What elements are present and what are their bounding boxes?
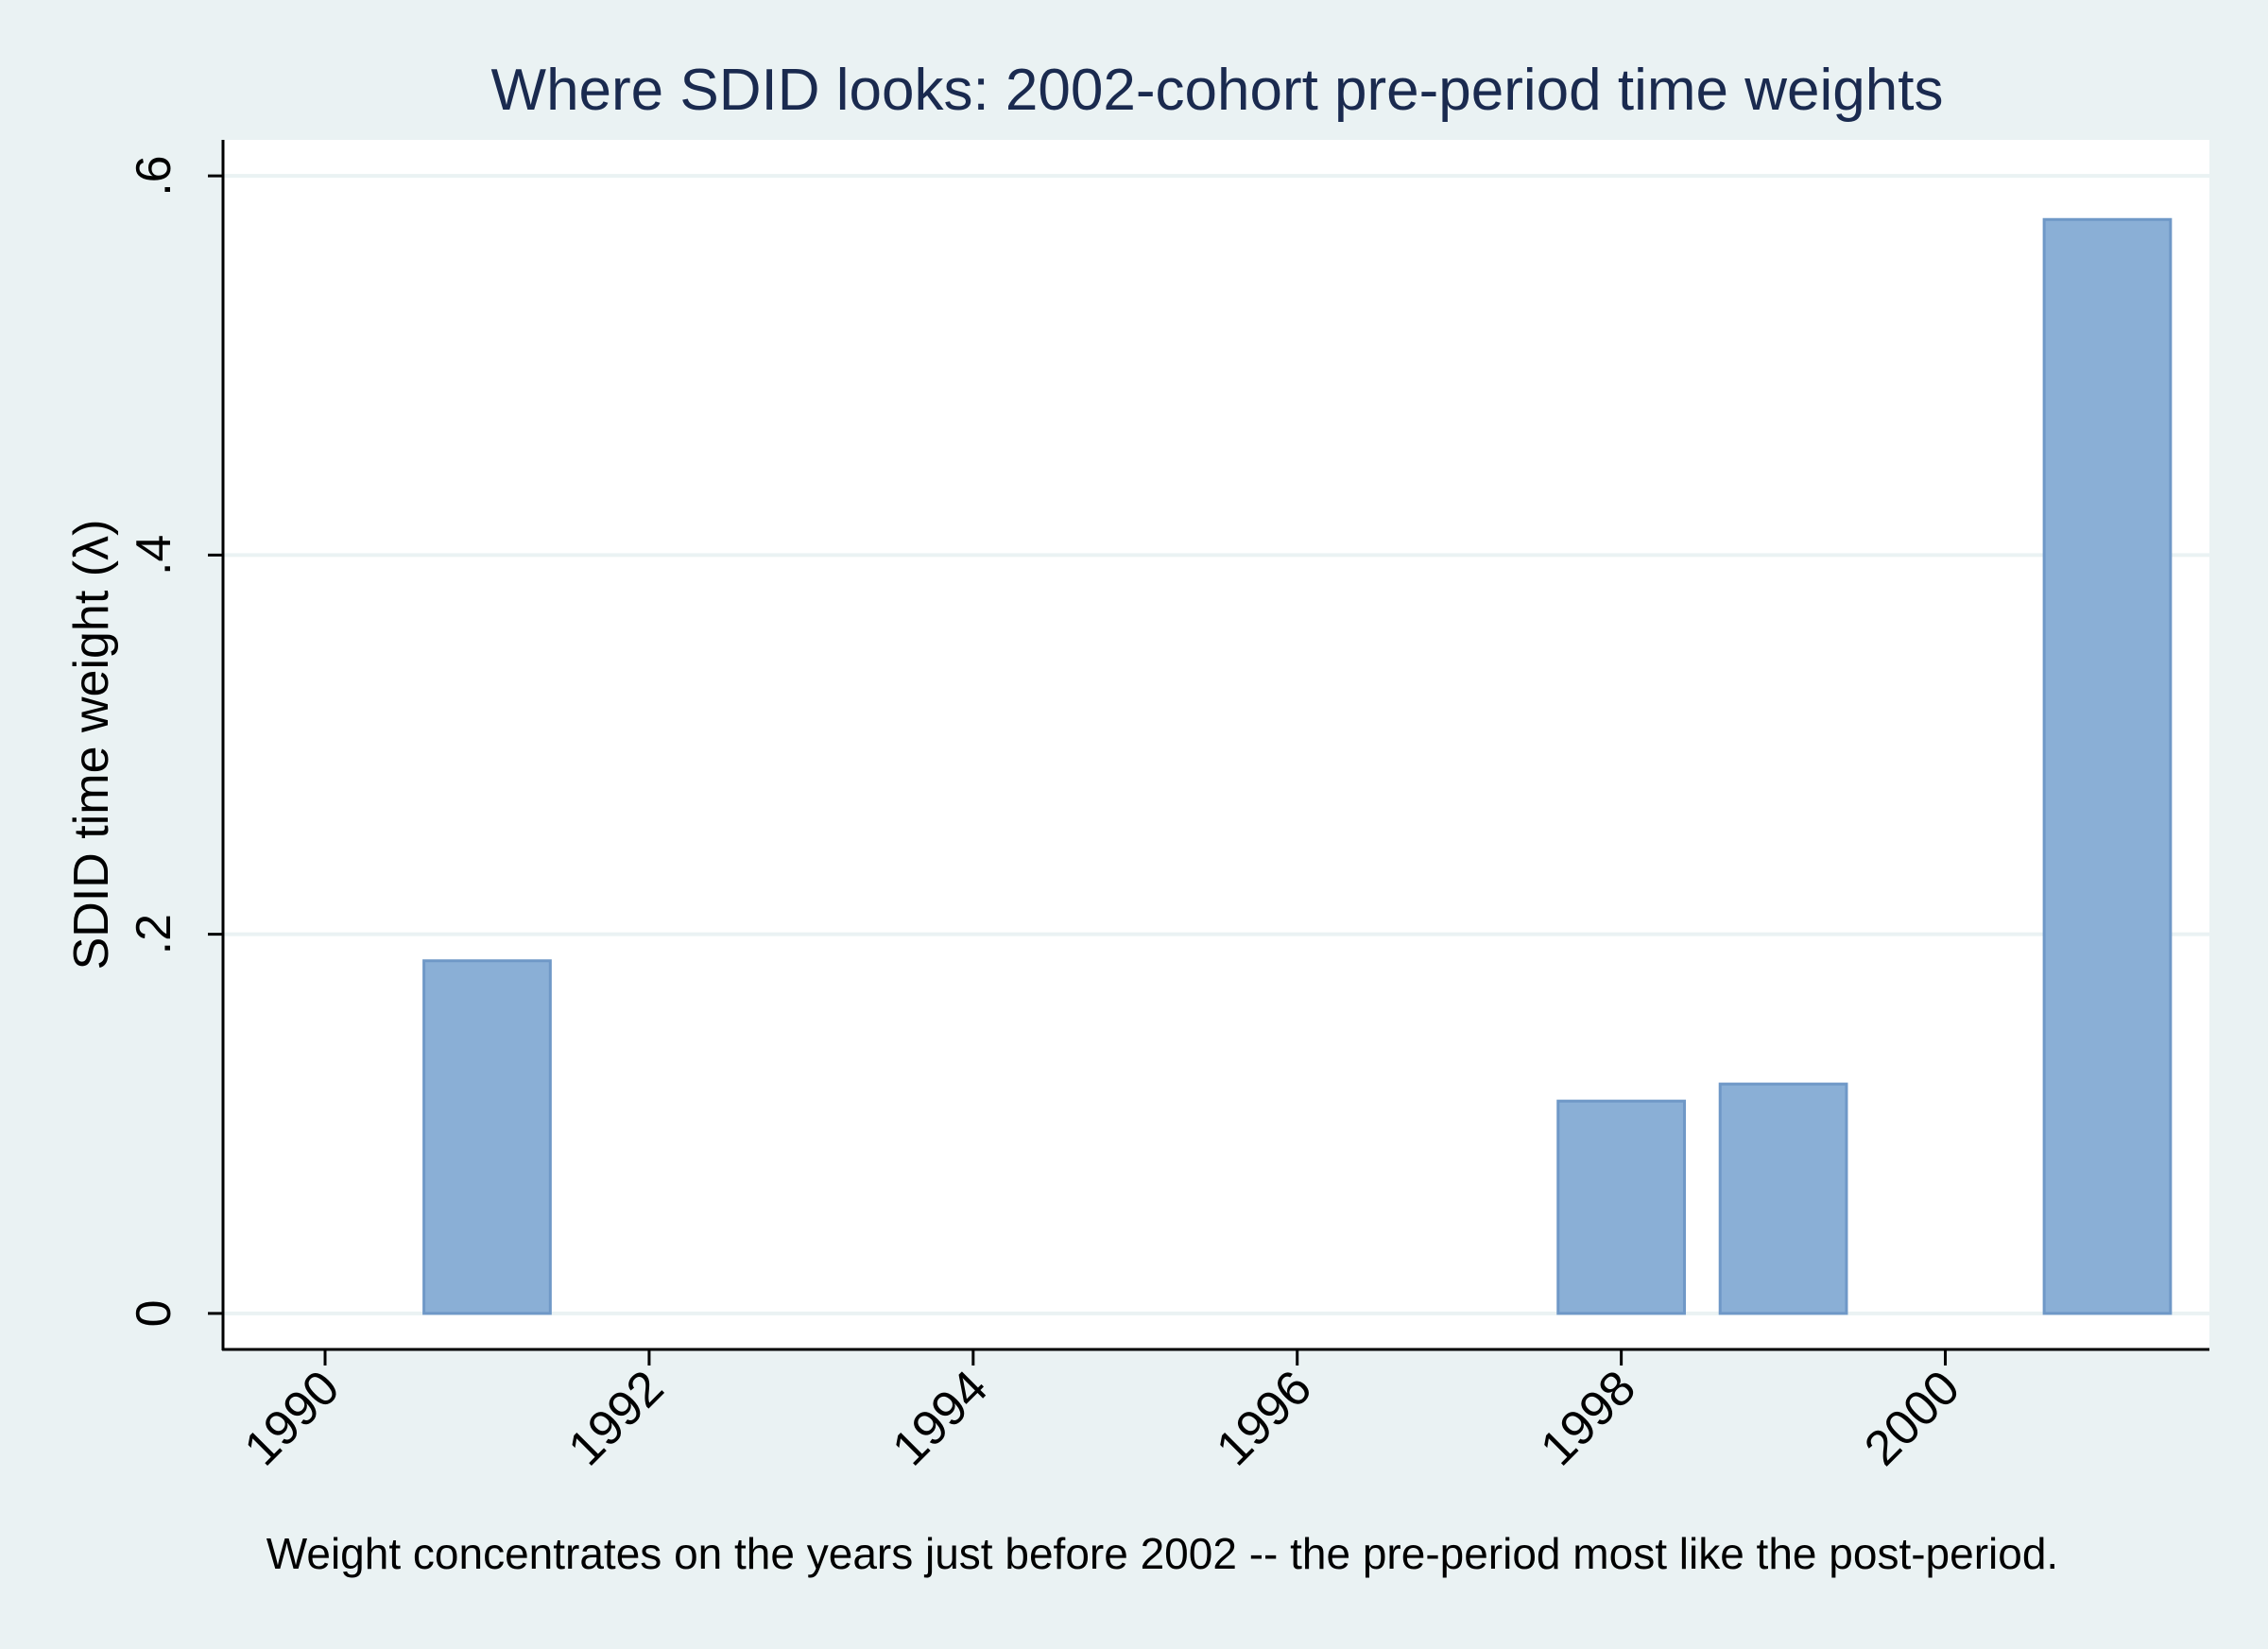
x-tick-label: 1990 bbox=[234, 1360, 351, 1476]
bar-1999 bbox=[1718, 1082, 1848, 1315]
y-tick-label: 0 bbox=[127, 1299, 181, 1327]
x-tick-label: 1994 bbox=[882, 1360, 998, 1476]
x-tick-label: 1996 bbox=[1206, 1360, 1322, 1476]
chart-title: Where SDID looks: 2002-cohort pre-period… bbox=[491, 58, 1944, 123]
x-tick-label: 1998 bbox=[1530, 1360, 1646, 1476]
y-tick-label: .2 bbox=[127, 914, 181, 954]
y-tick-label: .6 bbox=[127, 155, 181, 196]
bar-1991 bbox=[422, 959, 552, 1315]
x-tick-label: 1992 bbox=[558, 1360, 675, 1476]
y-tick-label: .4 bbox=[127, 535, 181, 575]
bar-1998 bbox=[1556, 1099, 1686, 1315]
plot-area bbox=[223, 140, 2209, 1349]
bar-2001 bbox=[2042, 217, 2173, 1315]
chart-caption: Weight concentrates on the years just be… bbox=[266, 1529, 2058, 1578]
x-tick-label: 2000 bbox=[1854, 1360, 1970, 1476]
y-axis-label: SDID time weight (λ) bbox=[64, 520, 119, 971]
